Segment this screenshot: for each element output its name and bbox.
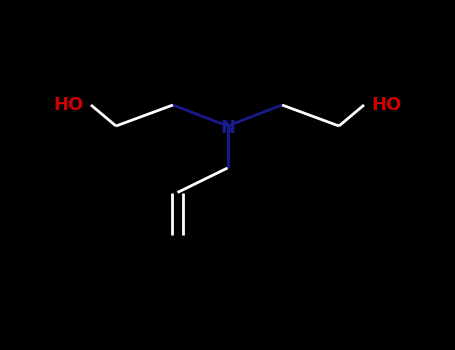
Text: HO: HO xyxy=(53,96,83,114)
Text: N: N xyxy=(220,119,235,137)
Text: HO: HO xyxy=(372,96,402,114)
